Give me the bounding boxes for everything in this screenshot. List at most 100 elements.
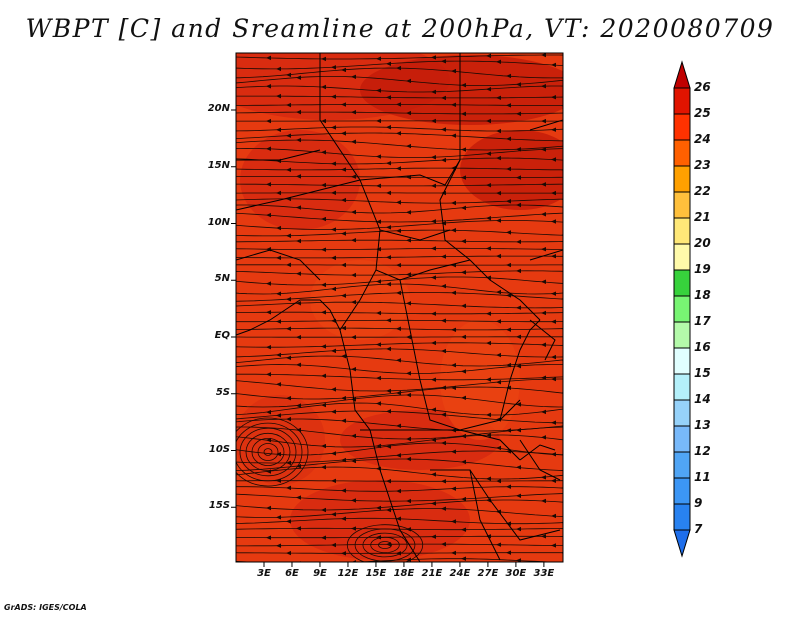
streamline-arrow [506, 166, 511, 172]
streamline-arrow [551, 513, 556, 519]
streamline-arrow [331, 94, 336, 99]
streamline [236, 342, 563, 348]
grads-credit: GrADS: IGES/COLA [4, 603, 87, 612]
streamline-arrow [496, 380, 501, 385]
streamline-arrow [516, 526, 521, 532]
streamline-arrow [541, 212, 546, 217]
streamline-arrow [351, 272, 356, 278]
streamline-arrow [461, 82, 466, 88]
streamline-arrow [516, 558, 521, 562]
streamline-arrow [266, 55, 271, 61]
streamline-arrow [396, 358, 401, 363]
streamline-arrow [461, 303, 466, 309]
field-blob [440, 320, 520, 440]
border-line [379, 229, 451, 241]
vortex-ring [263, 448, 273, 456]
streamline-arrow [516, 305, 521, 310]
streamline-arrow [441, 440, 446, 446]
streamline-arrow [386, 507, 391, 513]
streamline [236, 426, 563, 440]
streamline-arrow [376, 56, 381, 61]
streamline-arrow [351, 174, 356, 179]
streamline-arrow [406, 557, 411, 562]
streamline-arrow [461, 270, 466, 275]
streamline-arrow [496, 253, 501, 259]
streamline-arrow [286, 297, 291, 302]
streamline-arrow [386, 161, 391, 166]
streamline [236, 76, 563, 86]
streamline-arrow [431, 55, 436, 60]
colorbar-top-arrow [673, 60, 691, 89]
streamline-arrow [486, 53, 491, 59]
streamline-arrow [296, 403, 301, 408]
streamline [236, 508, 563, 518]
streamline-arrow [386, 61, 391, 67]
streamline-arrow [406, 78, 411, 84]
streamline-arrow [551, 291, 556, 296]
streamline [236, 111, 563, 115]
streamline-arrow [486, 432, 491, 438]
streamline-arrow [496, 190, 501, 196]
streamline-arrow [461, 369, 466, 374]
vortex-ring [346, 524, 424, 562]
streamline-arrow [341, 102, 346, 107]
streamline-arrow [266, 118, 271, 124]
streamline-arrow [506, 550, 511, 555]
streamline-arrow [276, 319, 281, 324]
streamline-arrow [351, 139, 356, 144]
streamlines [236, 53, 563, 562]
streamline-arrow [541, 279, 546, 284]
vortex-ring [239, 427, 297, 477]
streamline-arrow [516, 82, 521, 87]
streamline-arrow [266, 505, 271, 511]
streamline-arrow [486, 275, 491, 280]
streamline-arrow [266, 372, 271, 377]
streamline-arrow [331, 478, 336, 484]
border-line [236, 249, 321, 281]
colorbar-swatch [673, 399, 691, 427]
streamline-arrow [496, 542, 501, 547]
streamline-arrow [376, 219, 381, 224]
border-line [529, 249, 563, 261]
streamline-arrow [296, 464, 301, 469]
streamline-arrow [496, 95, 501, 101]
streamline-arrow [451, 228, 456, 233]
streamline-arrow [496, 155, 501, 161]
streamline-arrow [266, 344, 271, 350]
colorbar-swatch [673, 191, 691, 219]
colorbar-label: 9 [694, 496, 703, 510]
streamline-arrow [296, 362, 301, 367]
colorbar-swatch [673, 87, 691, 115]
streamline-arrow [351, 458, 356, 464]
streamline-arrow [431, 246, 436, 251]
vortex-ring [245, 432, 291, 472]
streamline-arrow [351, 367, 356, 372]
streamline-arrow [286, 133, 291, 138]
streamline-arrow [541, 84, 546, 89]
streamline-arrow [486, 377, 491, 382]
streamline [236, 311, 563, 315]
streamline-arrow [431, 407, 436, 412]
streamline-arrow [431, 275, 436, 280]
streamline-arrow [386, 225, 391, 230]
streamline-arrow [551, 420, 556, 425]
streamline-arrow [486, 246, 491, 251]
streamline-arrow [276, 127, 281, 133]
colorbar-label: 11 [694, 470, 711, 484]
streamline-arrow [376, 310, 381, 316]
border-line [519, 439, 561, 481]
streamline-arrow [266, 409, 271, 415]
streamline-arrow [396, 102, 401, 107]
streamline-arrow [331, 190, 336, 196]
streamline-arrow [341, 67, 346, 73]
streamline-arrow [351, 299, 356, 305]
streamline-arrow [331, 542, 336, 548]
streamline-arrow [451, 102, 456, 107]
streamline-arrow [266, 84, 271, 89]
border-line [469, 469, 561, 541]
colorbar-label: 15 [694, 366, 711, 380]
streamline-arrow [276, 515, 281, 520]
streamline-arrow [506, 293, 511, 298]
streamline [236, 60, 563, 70]
colorbar-swatch [673, 503, 691, 531]
